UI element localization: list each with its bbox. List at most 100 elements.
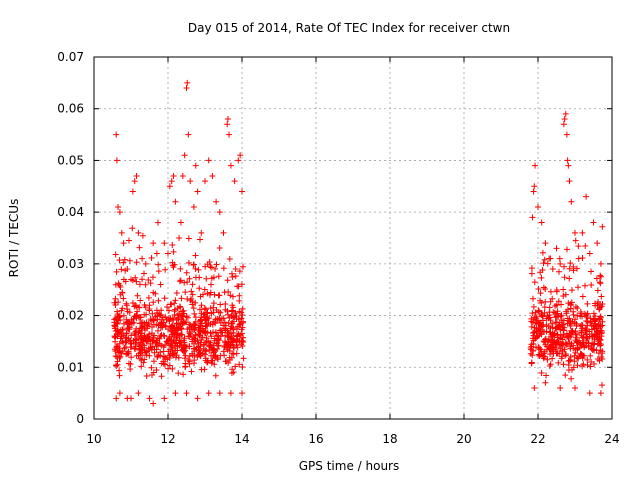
y-axis: 0 0.01 0.02 0.03 0.04 0.05 0.06 0.07 [57, 50, 612, 426]
y-tick-label: 0.04 [57, 205, 84, 219]
data-point [179, 346, 186, 353]
data-point [542, 341, 549, 348]
data-point [563, 330, 570, 337]
data-point [144, 338, 151, 345]
data-point [558, 312, 565, 319]
data-point [529, 335, 536, 342]
data-point [160, 319, 167, 326]
data-point [591, 325, 598, 332]
data-point [204, 310, 211, 317]
data-point [205, 390, 212, 397]
data-point [572, 229, 578, 236]
data-point [236, 321, 243, 328]
y-tick-label: 0.02 [57, 309, 84, 323]
data-point [154, 327, 161, 334]
data-point [190, 305, 197, 312]
data-point [116, 282, 123, 289]
data-point [225, 288, 232, 295]
data-point [135, 390, 142, 397]
data-point [556, 268, 562, 275]
data-point [570, 342, 577, 349]
data-point [562, 291, 569, 298]
data-point [567, 260, 574, 267]
data-point [139, 334, 146, 341]
data-point [185, 235, 192, 242]
data-point [166, 183, 173, 190]
data-point [169, 347, 176, 354]
data-point [111, 346, 118, 353]
data-point [198, 229, 205, 236]
data-point [127, 360, 134, 367]
data-point [173, 320, 180, 327]
data-point [560, 331, 567, 338]
data-point [529, 214, 536, 221]
data-point [584, 356, 591, 363]
data-point [120, 339, 127, 346]
data-point [226, 131, 233, 138]
data-point [198, 302, 205, 309]
data-point [596, 332, 603, 339]
data-point [192, 314, 199, 321]
data-point [207, 289, 214, 296]
data-point [217, 352, 224, 359]
data-point [176, 278, 183, 285]
data-point [158, 360, 165, 367]
data-point [557, 326, 564, 333]
data-point [119, 289, 126, 296]
data-point [156, 312, 163, 319]
data-point [129, 225, 136, 232]
data-point [155, 297, 162, 304]
data-point [119, 305, 126, 312]
data-point [578, 329, 585, 336]
data-point [176, 235, 183, 241]
data-point [239, 263, 246, 270]
data-point [572, 303, 579, 310]
data-point [183, 313, 190, 320]
x-axis: 10 12 14 16 18 20 22 24 [86, 57, 620, 446]
data-point [214, 356, 221, 363]
data-point [216, 245, 223, 252]
data-point [173, 290, 180, 297]
data-point [127, 366, 134, 373]
data-point [538, 331, 545, 338]
data-point [557, 260, 564, 267]
data-point [573, 265, 580, 272]
data-point [137, 339, 144, 346]
data-point [119, 326, 126, 333]
data-point [216, 209, 223, 216]
data-point [582, 243, 589, 250]
data-point [173, 352, 180, 359]
data-point [239, 390, 245, 397]
data-point [165, 250, 171, 257]
data-point [565, 162, 572, 169]
data-point [172, 390, 179, 397]
data-point [598, 329, 605, 336]
data-point [599, 223, 606, 230]
data-point [207, 305, 214, 312]
data-point [566, 178, 573, 185]
data-point [192, 265, 199, 272]
data-point [162, 356, 169, 363]
data-point [169, 365, 176, 372]
data-point [141, 326, 148, 333]
data-point [139, 319, 146, 326]
data-point [203, 275, 210, 282]
data-point [152, 339, 159, 346]
data-point [212, 372, 219, 379]
data-point [178, 338, 185, 345]
data-point [564, 340, 571, 347]
data-point [155, 268, 162, 275]
data-point [560, 121, 567, 128]
data-point [570, 267, 577, 274]
data-point [230, 329, 237, 336]
data-point [192, 252, 199, 259]
data-point [561, 116, 568, 123]
data-point [236, 297, 243, 304]
data-point [187, 178, 194, 185]
data-point [189, 291, 196, 298]
data-point [527, 345, 534, 352]
data-point [576, 337, 583, 344]
data-point [120, 312, 127, 319]
data-point [125, 350, 132, 357]
data-point [562, 352, 569, 359]
